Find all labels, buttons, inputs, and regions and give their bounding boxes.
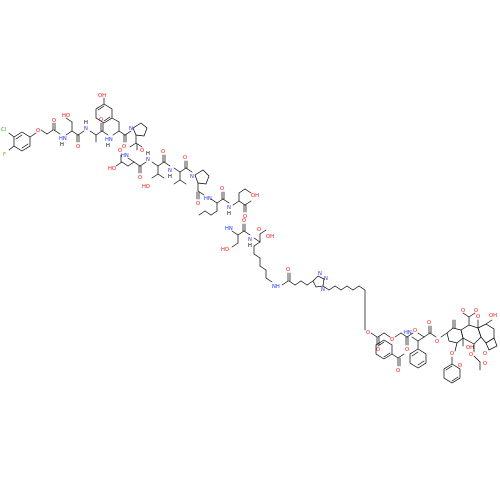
tyrosine-hydroxyl: OH (98, 93, 106, 99)
homoserine-hydroxyl: OH (251, 193, 259, 199)
carbonyl-oxygen: O (99, 117, 103, 123)
triazole-linker: O N N N O (281, 267, 370, 336)
carbonyl-oxygen: O (220, 186, 224, 192)
ester-oxygen: O (413, 328, 417, 334)
ester-oxygen: O (366, 330, 370, 336)
amide-nitrogen: N (84, 126, 88, 132)
oxetane-oxygen: O (483, 351, 487, 357)
tyrosine-phenol-group: OH (95, 93, 120, 124)
aspartate-region: HN HO O O N H (108, 148, 150, 181)
carbonyl-oxygen: O (183, 155, 187, 161)
benzoate-ring (443, 363, 461, 384)
hydroxyl: OH (489, 313, 497, 319)
amide-nitrogen: NH (272, 284, 280, 290)
carboxyl-hydroxyl: OH (266, 234, 274, 240)
amide-hydrogen: H (227, 211, 231, 217)
tyrosine-ring (95, 103, 113, 124)
acetate-oxygen: O (469, 352, 473, 358)
phenyl-ring-side-chain (409, 348, 427, 369)
serine-lysine-region: HN HO O N H O OH NH (221, 218, 280, 290)
threonine-region: HO O N H (142, 149, 172, 190)
triazole-nitrogen: N (318, 271, 322, 277)
amide-hydrogen: H (84, 120, 88, 126)
carbonyl-oxygen: O (286, 267, 290, 273)
ether-oxygen: O (36, 128, 40, 134)
proline-nitrogen: N (129, 126, 133, 132)
taxane-core: O O O OH O OH O O O O (440, 308, 498, 384)
benzamide-group: O (375, 339, 405, 374)
norleucine-region: O N H (198, 186, 231, 217)
serine-hydroxyl: HO (62, 113, 70, 119)
benzoyl-ring-1 (375, 339, 393, 360)
chlorofluorophenyl-group: Cl F O O (1, 118, 61, 158)
carbonyl-oxygen: O (138, 175, 142, 181)
pyrrolidine-ring-2 (194, 169, 210, 185)
triazole-nitrogen: N (321, 287, 325, 293)
amide-nitrogen: HN (204, 196, 212, 202)
amide-nitrogen: HN (225, 226, 233, 232)
phenylisoserine-side-chain: O O HN (404, 320, 439, 369)
ether-oxygen: O (390, 337, 394, 343)
taxane-ring-c (477, 323, 495, 344)
taxane-ring-a (446, 327, 464, 344)
carbonyl-oxygen: O (242, 218, 246, 224)
fluorine-atom: F (3, 152, 6, 158)
valine-region: O (173, 155, 193, 185)
oxetane-ring (485, 337, 498, 351)
hydroxyl: OH (466, 345, 474, 351)
proline-1: N O (124, 122, 148, 154)
amide-hydrogen: H (106, 143, 110, 149)
pyrrolidine-ring-1 (132, 122, 148, 137)
carbonyl-oxygen: O (427, 320, 431, 326)
carboxyl-oxygen: O (257, 227, 261, 233)
amide-nitrogen: HN (105, 137, 113, 143)
carbonyl-oxygen: O (161, 149, 165, 155)
serine-hydroxyl: HO (221, 247, 229, 253)
carbonyl-oxygen: O (196, 201, 200, 207)
carbonyl-oxygen: O (243, 214, 247, 220)
amide-hydrogen: H (168, 174, 172, 180)
threonine-hydroxyl: HO (142, 184, 150, 190)
carbonyl-oxygen: O (140, 148, 144, 154)
amide-nitrogen: N (227, 205, 231, 211)
amide-nitrogen: HN (404, 330, 412, 336)
triazole-ring (312, 275, 325, 288)
ketone-oxygen: O (476, 314, 480, 320)
acetate-oxygen: O (483, 361, 487, 367)
carbonyl-oxygen: O (376, 347, 380, 353)
carbonyl-oxygen: O (396, 368, 400, 374)
carboxyl-hydroxyl: HO (108, 166, 116, 172)
acetate-oxygen: O (474, 308, 478, 314)
amide-hydrogen: H (60, 142, 64, 148)
proline-2: N O HN (190, 169, 212, 207)
amide-nitrogen: HN (121, 153, 129, 159)
amide-hydrogen: H (146, 151, 150, 157)
carbonyl-oxygen: O (52, 118, 56, 124)
amide-hydrogen: H (248, 243, 252, 249)
carbonyl-oxygen: O (405, 347, 409, 353)
triazole-nitrogen: N (324, 276, 328, 282)
acetate-oxygen: O (461, 308, 465, 314)
benzoate-carbonyl-oxygen: O (458, 363, 462, 369)
amide-nitrogen: HN (59, 136, 67, 142)
chlorine-atom: Cl (1, 127, 6, 133)
carboxyl-oxygen: O (118, 148, 122, 154)
homoserine-region: OH O (232, 188, 259, 220)
amide-nitrogen: N (248, 237, 252, 243)
carbonyl-oxygen: O (76, 144, 80, 150)
peptide-n-terminal-region: HN H HO O N H O HN H O (59, 113, 127, 150)
carbonyl-oxygen: O (122, 144, 126, 150)
benzoate-oxygen: O (450, 351, 454, 357)
amide-nitrogen: N (146, 157, 150, 163)
amide-nitrogen: N (168, 168, 172, 174)
glycolate-linker: O O O O (370, 328, 417, 353)
proline-nitrogen: N (190, 174, 194, 180)
ester-oxygen: O (435, 339, 439, 345)
